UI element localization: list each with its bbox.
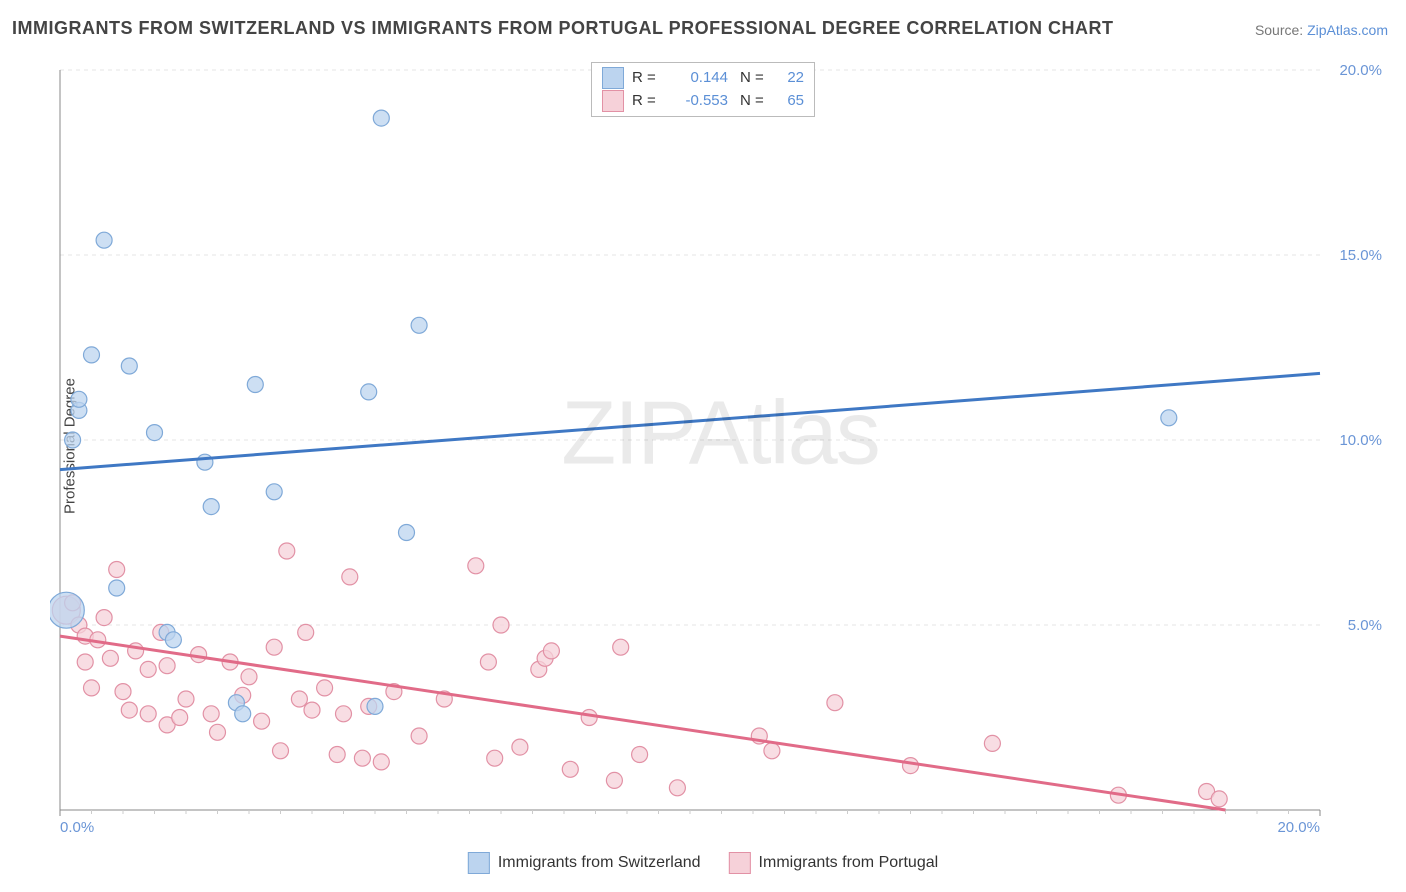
r-label: R = xyxy=(632,67,660,90)
n-label: N = xyxy=(740,90,768,113)
n-value-swiss: 22 xyxy=(776,67,804,90)
plot-area: 5.0%10.0%15.0%20.0%0.0%20.0% ZIPAtlas xyxy=(50,60,1390,840)
chart-title: IMMIGRANTS FROM SWITZERLAND VS IMMIGRANT… xyxy=(12,18,1114,39)
svg-text:20.0%: 20.0% xyxy=(1277,819,1320,836)
correlation-row-swiss: R = 0.144 N = 22 xyxy=(602,67,804,90)
legend-label-portugal: Immigrants from Portugal xyxy=(759,854,939,872)
r-value-portugal: -0.553 xyxy=(668,90,728,113)
correlation-legend: R = 0.144 N = 22 R = -0.553 N = 65 xyxy=(591,62,815,117)
swatch-portugal xyxy=(729,852,751,874)
source-link[interactable]: ZipAtlas.com xyxy=(1307,22,1388,38)
r-value-swiss: 0.144 xyxy=(668,67,728,90)
n-value-portugal: 65 xyxy=(776,90,804,113)
swatch-swiss xyxy=(602,67,624,89)
swatch-portugal xyxy=(602,90,624,112)
svg-text:0.0%: 0.0% xyxy=(60,819,94,836)
series-legend: Immigrants from Switzerland Immigrants f… xyxy=(468,852,938,874)
correlation-row-portugal: R = -0.553 N = 65 xyxy=(602,90,804,113)
legend-item-portugal: Immigrants from Portugal xyxy=(729,852,939,874)
source-attribution: Source: ZipAtlas.com xyxy=(1255,22,1388,38)
chart-container: IMMIGRANTS FROM SWITZERLAND VS IMMIGRANT… xyxy=(0,0,1406,892)
legend-item-swiss: Immigrants from Switzerland xyxy=(468,852,701,874)
svg-text:20.0%: 20.0% xyxy=(1339,62,1382,79)
svg-text:5.0%: 5.0% xyxy=(1348,617,1382,634)
svg-text:10.0%: 10.0% xyxy=(1339,432,1382,449)
chart-svg: 5.0% 10.0% 15.0% 20.0% 0.0% 20.0% xyxy=(50,60,1390,840)
source-prefix: Source: xyxy=(1255,22,1307,38)
n-label: N = xyxy=(740,67,768,90)
svg-text:15.0%: 15.0% xyxy=(1339,247,1382,264)
legend-label-swiss: Immigrants from Switzerland xyxy=(498,854,701,872)
r-label: R = xyxy=(632,90,660,113)
swatch-swiss xyxy=(468,852,490,874)
